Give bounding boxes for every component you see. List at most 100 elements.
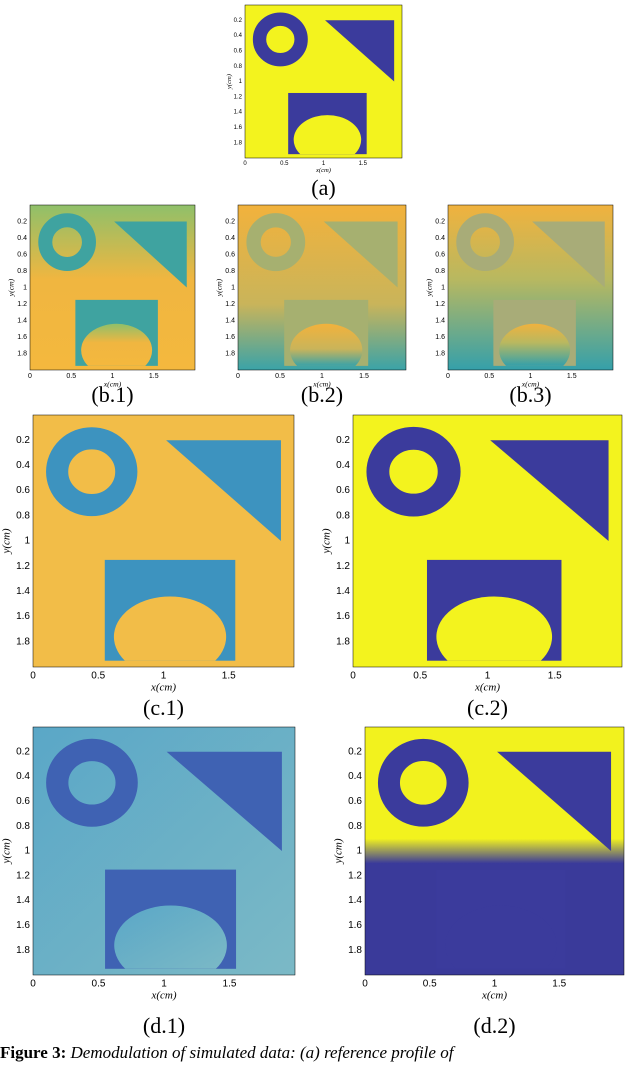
- x-tick-label: 1: [322, 161, 326, 167]
- figure-caption: Figure 3: Demodulation of simulated data…: [0, 1043, 456, 1062]
- y-tick-label: 1.8: [16, 636, 30, 647]
- x-tick-label: 0: [30, 671, 36, 682]
- y-tick-label: 0.6: [234, 48, 243, 54]
- y-tick-label: 0.8: [16, 821, 30, 832]
- x-axis-label: x(cm): [150, 990, 176, 1002]
- y-tick-label: 0.4: [435, 235, 445, 242]
- panel: 0 0.5 1 1.5 0.2 0.4 0.6 0.8 1 1.2 1.4 1.6 1.8 x(cm) y(…: [425, 204, 614, 407]
- triangle: [166, 440, 281, 541]
- ring: [46, 738, 138, 827]
- y-tick-label: 1: [356, 846, 362, 857]
- y-tick-label: 1.6: [435, 334, 445, 341]
- frame: [29, 204, 196, 371]
- y-tick-label: 0.8: [435, 268, 445, 275]
- triangle: [114, 221, 187, 288]
- triangle: [490, 440, 609, 541]
- x-axis-label: x(cm): [474, 682, 500, 694]
- y-tick-label: 0.6: [17, 251, 27, 258]
- y-tick-label: 1.4: [234, 110, 243, 116]
- x-tick-label: 1: [111, 373, 115, 380]
- frame: [237, 204, 407, 371]
- y-axis-label: y(cm): [1, 528, 13, 554]
- x-tick-label: 1.5: [359, 161, 368, 167]
- panel: 0 0.5 1 1.5 0.2 0.4 0.6 0.8 1 1.2 1.4 1.6 1.8 x(cm) y(…: [1, 726, 296, 1038]
- x-tick-label: 0.5: [66, 373, 76, 380]
- y-tick-label: 1: [23, 284, 27, 291]
- y-tick-label: 0.2: [435, 218, 445, 225]
- caption-label: Figure 3:: [0, 1043, 66, 1062]
- x-tick-label: 0.5: [423, 979, 437, 990]
- y-tick-label: 1.4: [435, 317, 445, 324]
- x-axis-label: x(cm): [150, 682, 176, 694]
- x-tick-label: 0: [243, 161, 247, 167]
- x-tick-label: 1: [161, 671, 167, 682]
- ring: [252, 12, 308, 67]
- ring: [377, 738, 469, 827]
- ring: [366, 426, 461, 517]
- panel-caption: (a): [311, 175, 335, 200]
- y-tick-label: 1: [24, 536, 30, 547]
- panel-caption: (c.1): [143, 695, 184, 720]
- y-tick-label: 1.2: [16, 561, 30, 572]
- x-tick-label: 0.5: [91, 671, 105, 682]
- half-ellipse: [81, 323, 153, 366]
- frame: [32, 726, 296, 976]
- x-tick-label: 1.5: [223, 979, 237, 990]
- panel-caption: (c.2): [467, 695, 508, 720]
- panel: 0 0.5 1 1.5 0.2 0.4 0.6 0.8 1 1.2 1.4 1.6 1.8 x(cm) y(…: [7, 204, 196, 407]
- x-tick-label: 0.5: [280, 161, 289, 167]
- half-ellipse: [445, 905, 557, 969]
- half-ellipse: [293, 115, 362, 155]
- y-tick-label: 0.6: [348, 796, 362, 807]
- y-tick-label: 0.4: [336, 460, 350, 471]
- x-tick-label: 0.5: [92, 979, 106, 990]
- y-tick-label: 0.4: [16, 460, 30, 471]
- y-tick-label: 0.4: [17, 235, 27, 242]
- y-axis-label: y(cm): [321, 528, 333, 554]
- ring: [246, 213, 306, 272]
- half-ellipse: [114, 905, 227, 969]
- y-tick-label: 0.6: [16, 796, 30, 807]
- y-tick-label: 1.4: [225, 317, 235, 324]
- y-axis-label: y(cm): [425, 278, 434, 297]
- x-tick-label: 1: [529, 373, 533, 380]
- y-tick-label: 1.6: [225, 334, 235, 341]
- panel-caption: (b.1): [91, 382, 133, 407]
- y-tick-label: 0.6: [336, 485, 350, 496]
- frame: [352, 414, 623, 668]
- y-tick-label: 1: [239, 79, 243, 85]
- y-tick-label: 1.2: [336, 561, 350, 572]
- triangle: [323, 221, 398, 288]
- panel: 0 0.5 1 1.5 0.2 0.4 0.6 0.8 1 1.2 1.4 1.6 1.8 x(cm) y(…: [321, 414, 623, 720]
- caption-text: Demodulation of simulated data: (a) refe…: [70, 1043, 456, 1062]
- y-tick-label: 1: [231, 284, 235, 291]
- x-tick-label: 0.5: [413, 671, 427, 682]
- y-tick-label: 1.2: [234, 94, 243, 100]
- y-tick-label: 0.2: [16, 435, 30, 446]
- triangle: [325, 20, 395, 82]
- y-tick-label: 1: [441, 284, 445, 291]
- triangle: [532, 221, 605, 288]
- y-tick-label: 1.4: [16, 895, 30, 906]
- panel: 0 0.5 1 1.5 0.2 0.4 0.6 0.8 1 1.2 1.4 1.6 1.8 x(cm) y(…: [1, 414, 295, 720]
- half-ellipse: [499, 323, 571, 366]
- x-axis-label: x(cm): [312, 379, 331, 388]
- half-ellipse: [290, 323, 363, 366]
- triangle: [166, 751, 282, 851]
- ring: [38, 213, 96, 271]
- y-tick-label: 1.6: [16, 920, 30, 931]
- panel-caption: (d.2): [473, 1013, 515, 1038]
- x-tick-label: 1.5: [222, 671, 236, 682]
- y-tick-label: 1.4: [17, 317, 27, 324]
- y-tick-label: 1.8: [234, 140, 243, 146]
- x-axis-label: x(cm): [315, 167, 331, 174]
- y-tick-label: 0.8: [348, 821, 362, 832]
- y-tick-label: 0.2: [17, 218, 27, 225]
- y-tick-label: 1.2: [435, 301, 445, 308]
- x-tick-label: 1.5: [149, 373, 159, 380]
- y-axis-label: y(cm): [226, 74, 233, 90]
- x-tick-label: 1.5: [359, 373, 369, 380]
- frame: [244, 4, 403, 159]
- y-axis-label: y(cm): [1, 838, 13, 864]
